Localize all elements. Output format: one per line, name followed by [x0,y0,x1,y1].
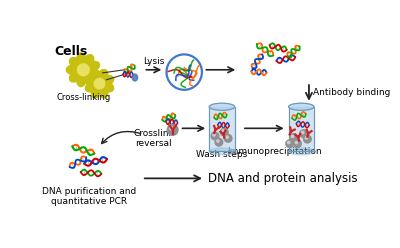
Circle shape [220,128,228,136]
Circle shape [167,124,178,135]
Circle shape [290,134,298,141]
Circle shape [294,140,301,148]
Ellipse shape [288,148,314,155]
Circle shape [222,130,224,132]
Circle shape [217,140,219,142]
Text: Immunoprecipitation: Immunoprecipitation [227,147,322,156]
Polygon shape [288,107,314,152]
Text: Antibody binding: Antibody binding [313,88,390,97]
Text: Lysis: Lysis [143,57,164,66]
Text: DNA and protein analysis: DNA and protein analysis [208,172,358,185]
Polygon shape [94,78,105,89]
Circle shape [305,137,308,139]
Text: Cross-linking: Cross-linking [56,93,110,102]
Circle shape [286,140,294,148]
Text: DNA purification and
quantitative PCR: DNA purification and quantitative PCR [42,187,137,206]
Ellipse shape [209,103,235,110]
Ellipse shape [288,103,314,110]
Polygon shape [66,53,100,87]
Circle shape [302,131,304,134]
Circle shape [226,136,228,138]
Polygon shape [209,107,235,152]
Ellipse shape [132,74,138,81]
Circle shape [170,127,173,130]
Circle shape [295,141,298,144]
Ellipse shape [209,148,235,155]
Circle shape [288,141,290,144]
Circle shape [213,134,215,136]
Polygon shape [85,69,114,98]
Polygon shape [78,64,89,76]
Circle shape [304,135,311,143]
Text: Cells: Cells [55,45,88,58]
Circle shape [224,134,232,142]
Circle shape [300,130,308,138]
Circle shape [292,135,294,138]
Circle shape [215,138,223,146]
Text: Crosslink
reversal: Crosslink reversal [133,129,174,148]
Text: Wash steps: Wash steps [196,150,248,159]
Circle shape [211,132,219,140]
